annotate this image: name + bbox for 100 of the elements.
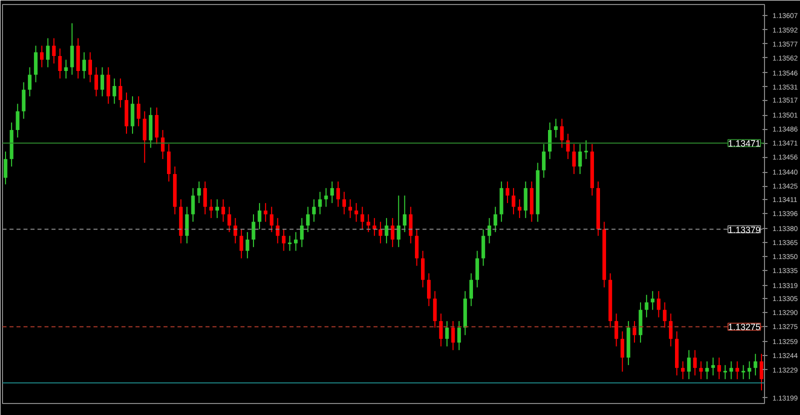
candlestick — [215, 198, 220, 219]
candlestick — [414, 228, 419, 266]
candlestick — [578, 144, 582, 175]
candlestick — [729, 360, 734, 380]
candlestick — [282, 228, 286, 252]
candlestick — [46, 38, 50, 68]
candlestick — [287, 235, 292, 252]
candlestick — [312, 198, 316, 222]
candlestick — [372, 218, 376, 236]
candlestick — [439, 313, 443, 347]
candlestick — [584, 140, 589, 160]
candlestick — [668, 313, 673, 347]
candlestick — [433, 290, 437, 328]
candlestick — [687, 350, 691, 380]
candlestick — [427, 272, 431, 307]
candlestick — [294, 232, 298, 252]
candlestick — [318, 191, 322, 215]
candlestick — [342, 191, 346, 215]
candlestick — [542, 144, 546, 178]
candlestick — [518, 198, 522, 219]
candlestick — [384, 218, 388, 244]
candlestick — [191, 188, 195, 222]
ref-line-label: 1.13471 — [728, 138, 761, 149]
candlestick — [118, 78, 122, 108]
candlestick — [324, 188, 328, 208]
candlestick — [650, 290, 654, 310]
candlestick — [221, 198, 226, 222]
candlestick — [112, 78, 116, 104]
candlestick — [722, 364, 728, 380]
candlestick — [693, 350, 697, 376]
candlestick — [264, 202, 268, 222]
candlestick — [378, 221, 382, 244]
candlestick — [445, 320, 449, 347]
candlestick — [681, 360, 685, 380]
candlestick — [754, 353, 758, 376]
candlestick — [100, 66, 104, 97]
candlestick — [748, 360, 752, 380]
candlestick — [70, 22, 74, 76]
candlestick — [136, 96, 140, 127]
candlestick — [227, 206, 232, 233]
candlestick — [58, 48, 62, 79]
candlestick — [469, 272, 474, 307]
candlestick — [40, 45, 44, 68]
candlestick — [390, 218, 394, 248]
candlestick — [34, 45, 38, 83]
candlestick — [28, 66, 32, 97]
candlestick — [475, 250, 480, 288]
candlestick — [246, 232, 250, 259]
candlestick — [166, 144, 171, 182]
candlestick — [94, 66, 98, 97]
candlestick — [258, 202, 262, 230]
candlestick — [330, 181, 334, 204]
candlestick — [16, 103, 20, 138]
candlestick — [420, 250, 425, 288]
candlestick — [488, 218, 492, 244]
candlestick — [22, 82, 26, 120]
candlestick — [494, 206, 498, 233]
candlestick — [554, 118, 558, 138]
ref-line-label: 1.13379 — [728, 224, 761, 235]
candlestick — [348, 198, 352, 219]
candlestick — [506, 181, 510, 204]
candlestick — [402, 195, 406, 233]
candlestick — [512, 188, 516, 215]
candlestick — [360, 206, 364, 230]
candlestick — [130, 96, 134, 134]
candlestick — [306, 206, 310, 233]
candlestick — [203, 181, 207, 215]
candlestick — [572, 144, 576, 175]
candlestick — [644, 294, 648, 318]
candlestick — [566, 133, 570, 160]
candlestick — [740, 364, 746, 380]
candlestick — [711, 357, 715, 376]
candlestick — [735, 360, 740, 380]
candlestick — [52, 38, 56, 64]
candlestick — [699, 360, 703, 380]
candlestick — [457, 320, 461, 351]
candlestick — [252, 214, 256, 248]
candlestick — [64, 59, 68, 79]
candlestick — [451, 320, 455, 351]
candlestick — [408, 206, 413, 244]
candlestick — [548, 122, 552, 160]
candlestick — [614, 313, 618, 347]
candlestick — [154, 107, 159, 145]
candlestick — [270, 206, 274, 233]
candlestick — [240, 228, 244, 259]
candlestick — [662, 302, 667, 328]
candlestick — [354, 202, 358, 222]
candlestick — [560, 118, 564, 148]
candlestick — [481, 228, 486, 266]
candlestick — [366, 214, 370, 233]
candlestick — [197, 181, 201, 204]
candlestick — [106, 66, 110, 104]
candlestick — [142, 110, 146, 164]
candlestick — [4, 151, 8, 185]
candlestick — [185, 206, 189, 244]
candlestick — [705, 360, 709, 380]
candlestick — [717, 357, 721, 380]
candlestick — [300, 218, 304, 248]
candlestick — [620, 330, 624, 372]
candlestick — [88, 52, 92, 83]
